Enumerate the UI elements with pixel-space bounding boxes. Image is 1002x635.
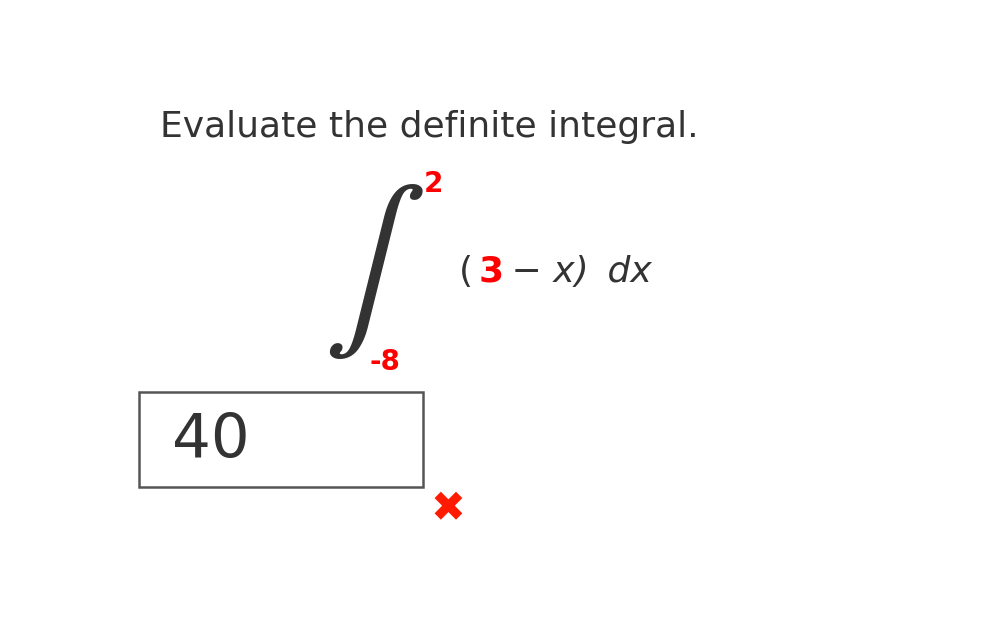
Text: Evaluate the definite integral.: Evaluate the definite integral. <box>160 110 698 144</box>
Text: − x)  dx: − x) dx <box>500 255 651 289</box>
Text: (: ( <box>459 255 473 289</box>
Text: 2: 2 <box>424 170 444 197</box>
Text: 40: 40 <box>172 411 249 470</box>
FancyBboxPatch shape <box>139 392 423 487</box>
Text: -8: -8 <box>370 348 401 376</box>
Text: 3: 3 <box>479 255 504 289</box>
Text: ✖: ✖ <box>430 488 465 530</box>
Text: $\int$: $\int$ <box>324 182 424 361</box>
